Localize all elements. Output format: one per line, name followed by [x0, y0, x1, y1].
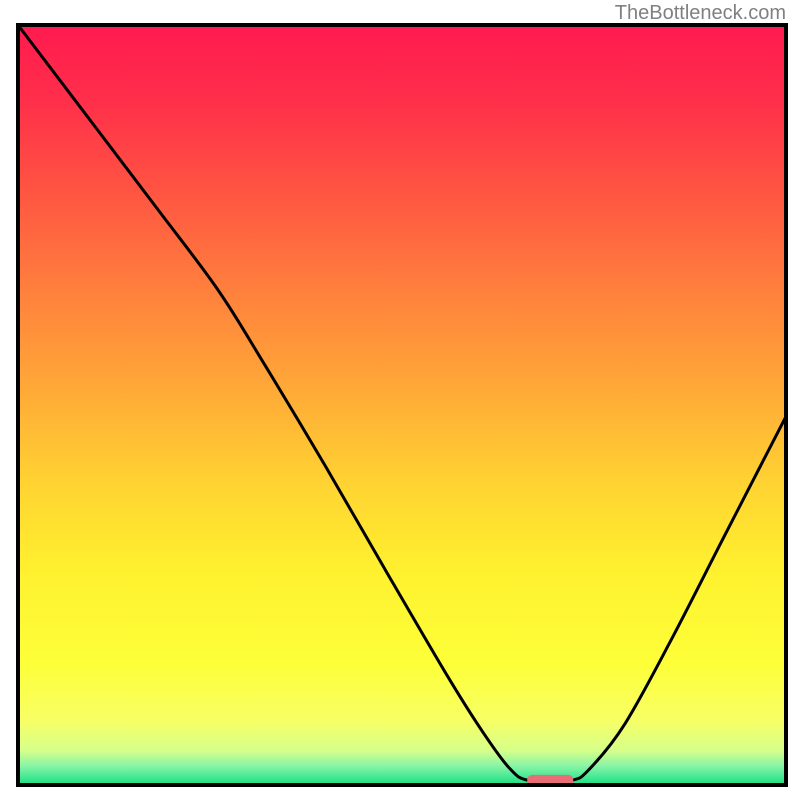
watermark-label: TheBottleneck.com [615, 2, 786, 25]
chart-container: TheBottleneck.com [0, 0, 800, 800]
chart-svg [0, 0, 800, 800]
plot-background [18, 25, 786, 785]
